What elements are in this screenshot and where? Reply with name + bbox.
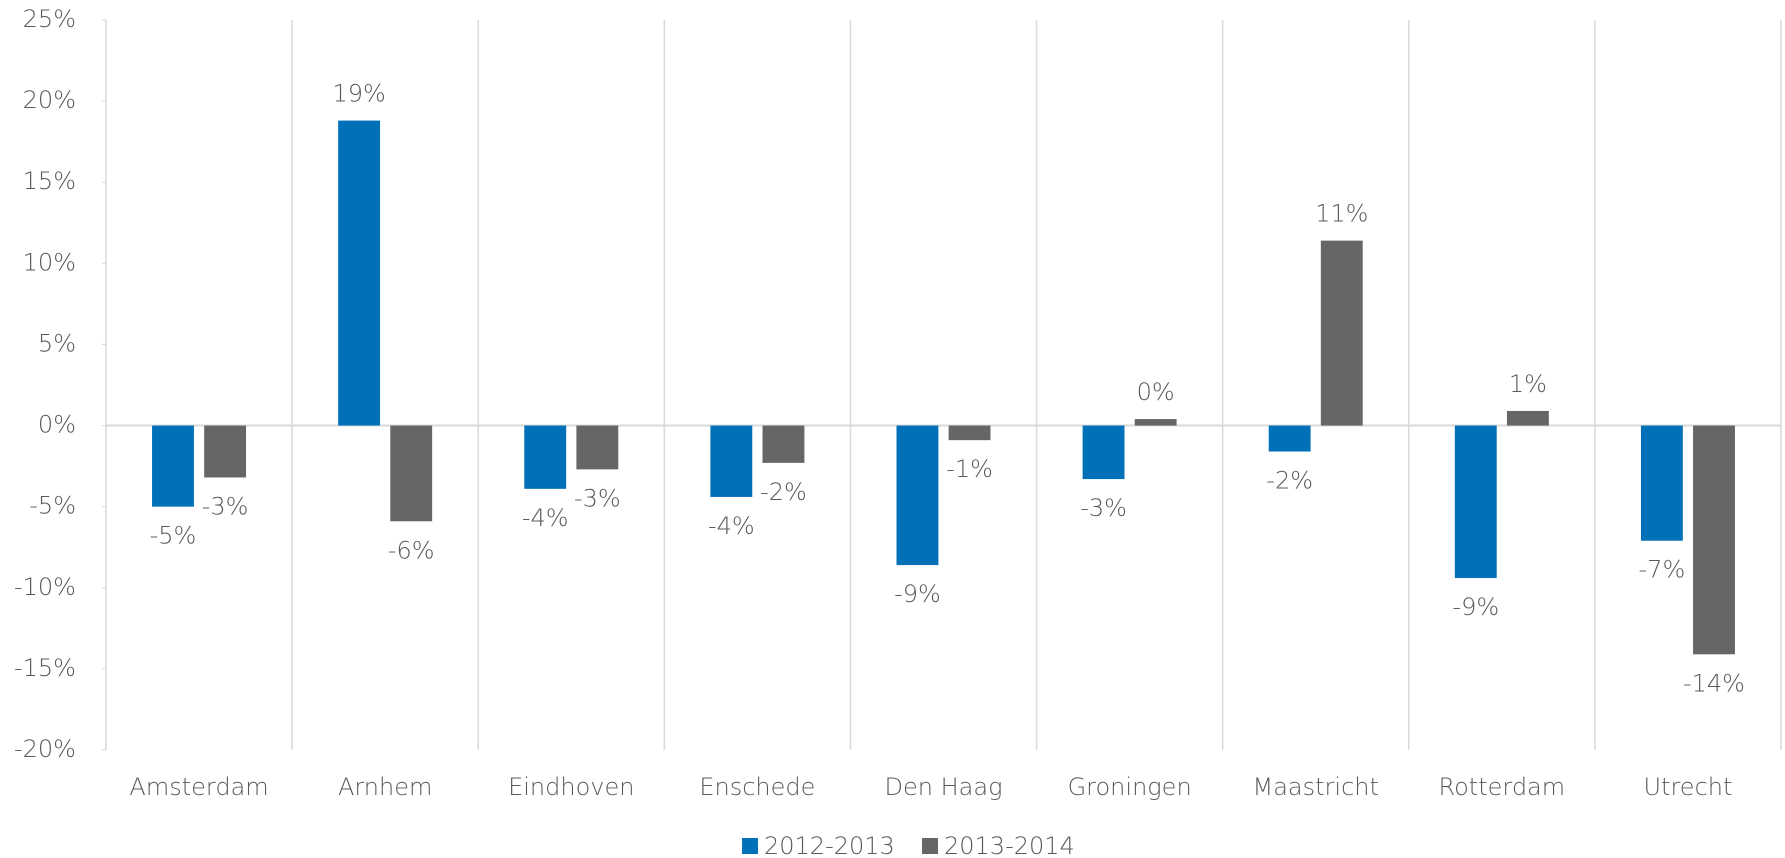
bar [948, 425, 991, 441]
bar [710, 425, 753, 497]
legend-swatch [742, 838, 758, 854]
data-label: 0% [1137, 378, 1175, 406]
data-label: -1% [946, 455, 993, 483]
data-label: -3% [202, 492, 249, 520]
x-tick-label: Maastricht [1253, 773, 1379, 801]
data-label: -5% [150, 522, 197, 550]
data-label: -2% [1266, 467, 1313, 495]
bar [896, 425, 939, 566]
y-tick-label: -10% [14, 573, 76, 601]
bar [1134, 419, 1177, 426]
data-label: -3% [574, 484, 621, 512]
bar [1454, 425, 1497, 579]
data-label: -7% [1639, 556, 1686, 584]
x-tick-label: Eindhoven [508, 773, 634, 801]
y-tick-label: 15% [23, 167, 76, 195]
data-label: -2% [760, 478, 807, 506]
y-tick-label: -15% [14, 654, 76, 682]
bar [1693, 425, 1735, 655]
bar [524, 425, 567, 489]
x-tick-label: Den Haag [885, 773, 1003, 801]
legend-swatch [922, 838, 938, 854]
data-label: -6% [388, 536, 435, 564]
x-tick-label: Groningen [1068, 773, 1192, 801]
x-tick-label: Enschede [699, 773, 815, 801]
bar [1506, 410, 1549, 426]
bar [1640, 425, 1683, 541]
data-label: 1% [1509, 370, 1547, 398]
bar [762, 425, 805, 463]
data-label: -9% [894, 580, 941, 608]
data-label: -4% [522, 504, 569, 532]
y-tick-label: -5% [29, 492, 76, 520]
y-tick-label: 10% [23, 248, 76, 276]
bar [338, 120, 381, 426]
data-label: -9% [1452, 593, 1499, 621]
x-tick-label: Utrecht [1643, 773, 1732, 801]
bar [152, 425, 194, 507]
bar [576, 425, 619, 470]
bar [390, 425, 433, 522]
legend-label: 2013-2014 [944, 832, 1075, 858]
data-label: 19% [332, 80, 385, 108]
legend-label: 2012-2013 [764, 832, 895, 858]
x-tick-label: Amsterdam [129, 773, 268, 801]
bar [1268, 425, 1311, 452]
data-label: -14% [1683, 669, 1745, 697]
data-label: -4% [708, 512, 755, 540]
y-tick-label: 5% [38, 329, 76, 357]
bar [1082, 425, 1125, 480]
x-tick-label: Arnhem [338, 773, 432, 801]
data-label: -3% [1080, 494, 1127, 522]
x-tick-label: Rotterdam [1439, 773, 1566, 801]
y-tick-label: -20% [14, 735, 76, 763]
y-tick-label: 25% [23, 5, 76, 33]
y-tick-label: 20% [23, 86, 76, 114]
data-label: 11% [1315, 200, 1368, 228]
bar [204, 425, 247, 478]
bar [1320, 240, 1363, 426]
y-tick-label: 0% [38, 411, 76, 439]
